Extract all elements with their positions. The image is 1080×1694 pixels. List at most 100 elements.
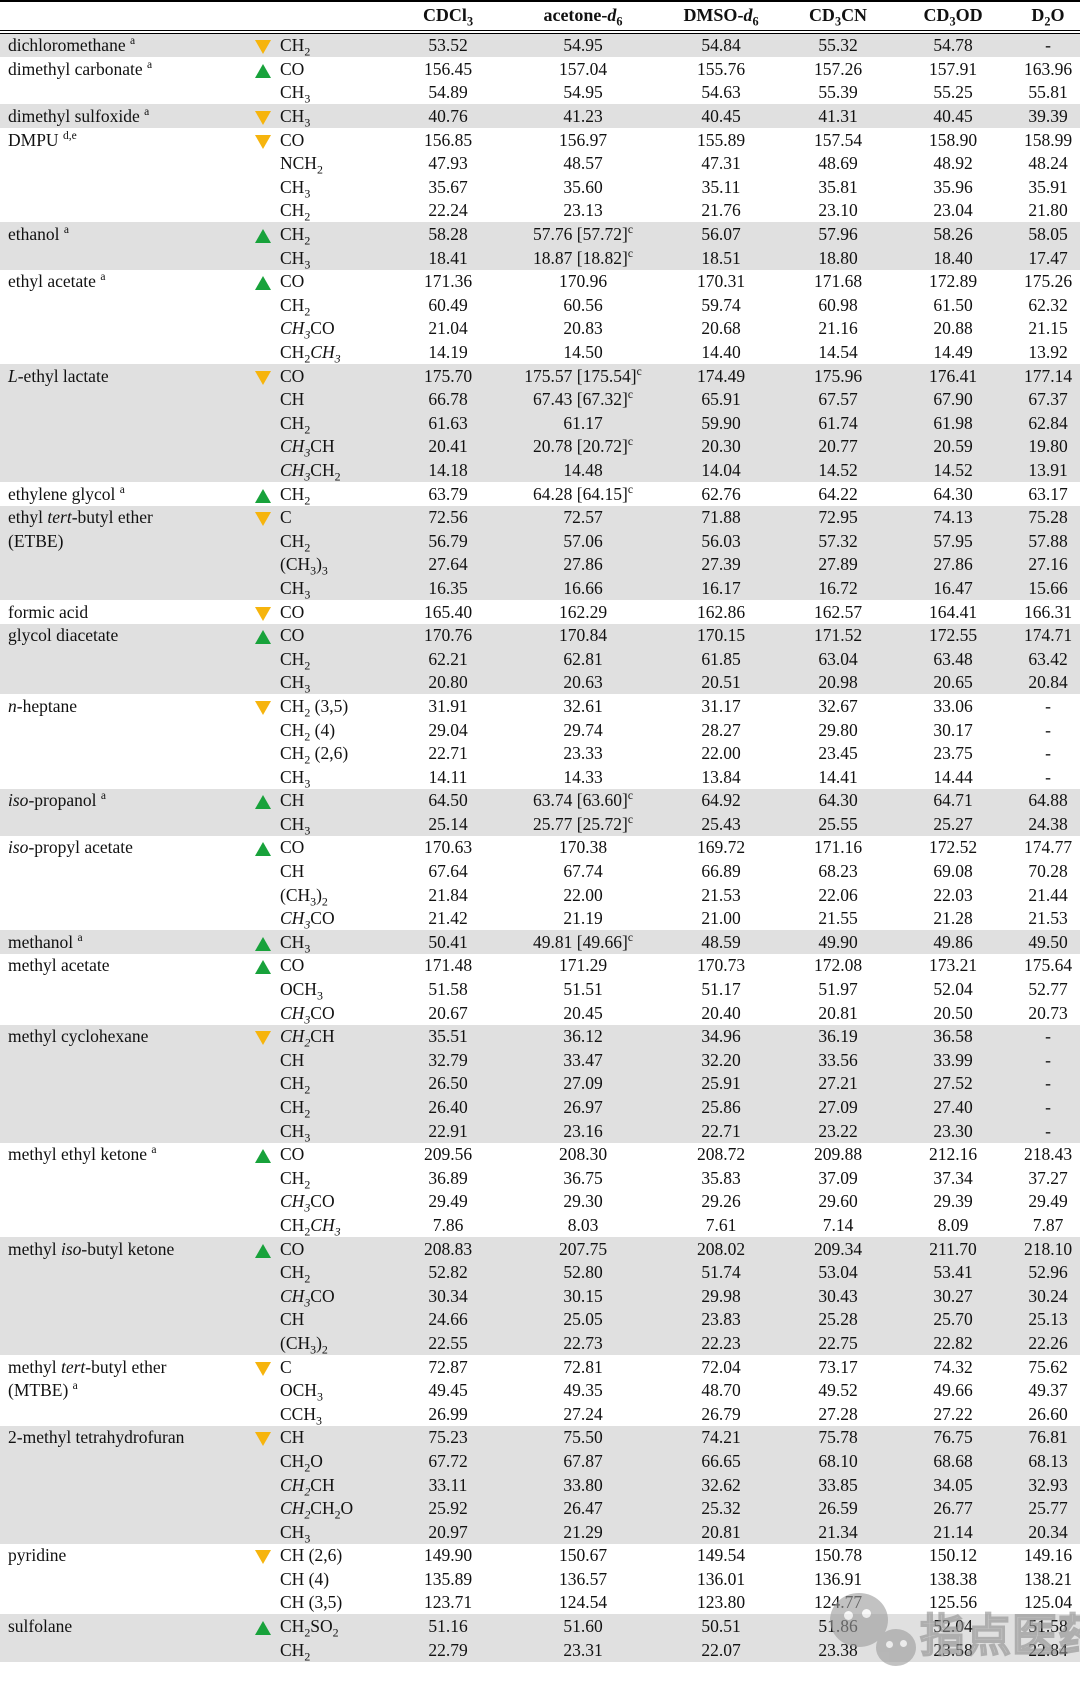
shift-value: 63.79: [428, 483, 468, 504]
compound-name: L-ethyl lactate: [0, 364, 246, 388]
compound-name: dimethyl carbonate a: [8, 58, 153, 79]
shift-value: 149.16: [1023, 1545, 1073, 1566]
shift-value: 57.88: [1016, 529, 1080, 553]
trend-cell: [246, 1001, 280, 1025]
shift-value: 25.13: [1016, 1307, 1080, 1332]
shift-value: 49.90: [786, 930, 890, 954]
group-label: CH3CH: [280, 434, 386, 459]
shift-value: 22.71: [428, 743, 468, 764]
compound-name: [0, 340, 246, 364]
table-row: CH3 22.91 23.16 22.71 23.22 23.30-: [0, 1119, 1080, 1143]
shift-value: 158.90: [928, 129, 978, 150]
trend-cell: [246, 411, 280, 435]
shift-value: 14.54: [818, 342, 858, 363]
trend-down-icon: [255, 700, 271, 715]
shift-value: 51.58: [428, 979, 468, 1000]
shift-value: 14.11: [428, 766, 468, 787]
shift-value: 21.19: [563, 908, 603, 929]
shift-value: 63.48: [890, 647, 1016, 671]
shift-value: 208.83: [386, 1236, 510, 1261]
table-row: CH3 54.89 54.95 54.63 55.39 55.25 55.81: [0, 81, 1080, 104]
trend-down-icon: [255, 512, 271, 527]
compound-name: [0, 387, 246, 412]
table-row: CH3 20.80 20.63 20.51 20.98 20.65 20.84: [0, 670, 1080, 695]
group-label: CH3: [280, 930, 386, 954]
table-row: formic acid CO 165.40 162.29 162.86 162.57 164…: [0, 600, 1080, 624]
group-label: CH2SO2: [280, 1614, 386, 1639]
shift-value: 25.77: [1016, 1496, 1080, 1521]
group-label: OCH3: [280, 979, 323, 1002]
trend-cell: [246, 387, 280, 412]
header-spacer-name: [0, 1, 246, 34]
shift-value: 24.66: [386, 1307, 510, 1332]
shift-value: 20.81: [818, 1002, 858, 1023]
shift-value: 15.66: [1016, 576, 1080, 600]
group-label: CO: [280, 955, 305, 976]
shift-value: 49.35: [563, 1380, 603, 1401]
shift-value: 26.50: [386, 1071, 510, 1096]
shift-value: 55.25: [933, 82, 973, 103]
group-label: CH3CO: [280, 318, 335, 341]
shift-value: 170.73: [696, 955, 746, 976]
trend-cell: [246, 977, 280, 1001]
shift-value: 47.31: [701, 153, 741, 174]
compound-name: [0, 977, 246, 1001]
table-row: CH2CH 33.11 33.80 32.62 33.85 34.05 32.93: [0, 1472, 1080, 1497]
trend-down-icon: [255, 1031, 271, 1046]
shift-value: 171.68: [813, 271, 863, 292]
group-label: CH3: [280, 766, 311, 789]
shift-value: 23.83: [656, 1307, 786, 1332]
group-label: CO: [280, 1144, 305, 1165]
group-label: CH2: [280, 31, 386, 58]
trend-cell: [246, 1449, 280, 1473]
shift-value: 124.77: [813, 1592, 863, 1613]
table-row: iso-propyl acetate CO 170.63 170.38 169.72 17…: [0, 836, 1080, 860]
shift-value: 21.14: [890, 1520, 1016, 1544]
shift-value: 57.95: [890, 529, 1016, 553]
shift-value: 27.16: [1016, 552, 1080, 577]
shift-value: 18.80: [786, 246, 890, 270]
shift-value: 64.88: [1016, 788, 1080, 813]
shift-value: 20.65: [890, 670, 1016, 695]
compound-name: glycol diacetate: [0, 623, 246, 648]
table-row: methyl cyclohexane CH2CH 35.51 36.12 34.96 36…: [0, 1024, 1080, 1049]
shift-value: 31.17: [701, 695, 741, 716]
shift-value: 157.91: [928, 58, 978, 79]
table-row: pyridine CH (2,6) 149.90 150.67 149.54 150.78…: [0, 1544, 1080, 1568]
trend-cell: [246, 434, 280, 459]
compound-name: ethyl tert-butyl ether: [0, 505, 246, 530]
shift-value: 49.81 [49.66]c: [510, 930, 656, 954]
trend-cell: [246, 765, 280, 789]
compound-name: [0, 411, 246, 435]
shift-value: 22.00: [563, 884, 603, 905]
compound-name: (ETBE): [0, 529, 246, 553]
trend-up-icon: [255, 795, 271, 810]
group-label: CO: [280, 837, 305, 858]
shift-value: -: [1016, 31, 1080, 58]
compound-name: [0, 1048, 246, 1072]
table-row: CH3 18.41 18.87 [18.82]c 18.51 18.80 18.40 17.…: [0, 246, 1080, 270]
group-label: CH3: [280, 576, 386, 600]
shift-value: -: [1045, 695, 1051, 716]
shift-value: 22.79: [386, 1638, 510, 1662]
group-label: CH3CH2: [280, 458, 386, 482]
table-row: ethylene glycol a CH2 63.79 64.28 [64.15]c 6…: [0, 482, 1080, 506]
shift-value: 51.86: [786, 1614, 890, 1639]
table-row: CH2 26.50 27.09 25.91 27.21 27.52-: [0, 1071, 1080, 1096]
shift-value: 26.60: [1028, 1403, 1068, 1424]
shift-value: 20.81: [656, 1520, 786, 1544]
group-label: CH2: [280, 222, 386, 247]
trend-cell: [246, 1260, 280, 1285]
shift-value: 172.52: [928, 837, 978, 858]
group-label: CO: [280, 58, 305, 79]
shift-value: 16.47: [890, 576, 1016, 600]
compound-name: methyl cyclohexane: [0, 1024, 246, 1049]
table-row: ethyl acetate a CO 171.36 170.96 170.31 171.6…: [0, 270, 1080, 294]
group-label: CH3: [280, 1520, 386, 1544]
table-row: CH2 22.24 23.13 21.76 23.10 23.04 21.80: [0, 199, 1080, 222]
compound-name: methyl tert-butyl ether: [8, 1356, 167, 1377]
shift-value: 32.61: [563, 695, 603, 716]
shift-value: 30.17: [933, 719, 973, 740]
shift-value: 123.80: [696, 1592, 746, 1613]
shift-value: 138.21: [1023, 1568, 1073, 1589]
